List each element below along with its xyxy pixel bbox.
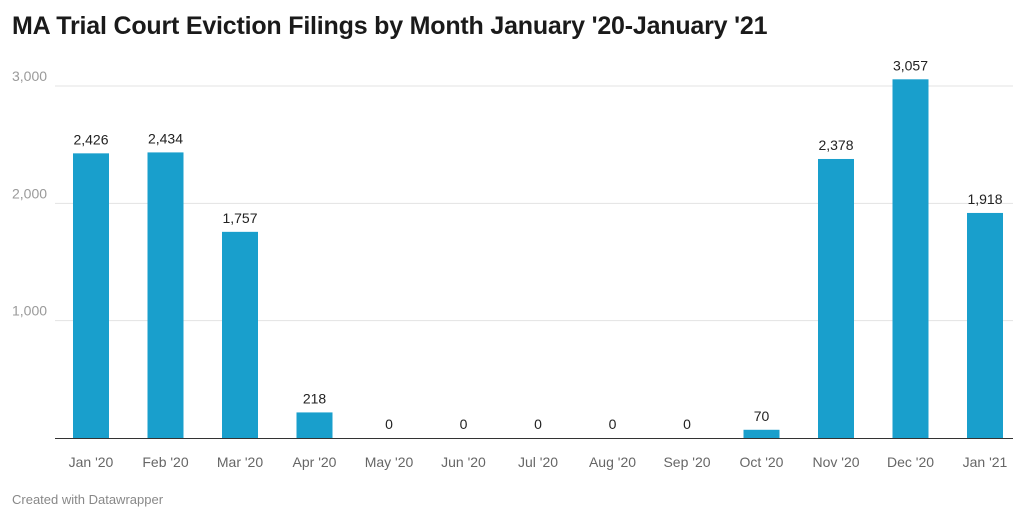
y-axis-ticks: 1,000 2,000 3,000 <box>12 68 47 319</box>
value-label: 0 <box>683 416 691 432</box>
y-tick-label: 3,000 <box>12 68 47 84</box>
x-tick-label: Dec '20 <box>887 454 934 470</box>
footer-credit: Created with Datawrapper <box>12 492 164 507</box>
chart-title: MA Trial Court Eviction Filings by Month… <box>12 12 768 40</box>
x-axis-labels: Jan '20 Feb '20 Mar '20 Apr '20 May '20 Jun '… <box>69 454 1008 470</box>
x-tick-label: Aug '20 <box>589 454 636 470</box>
value-labels: 2,426 2,434 1,757 218 0 0 0 0 0 70 2,378 3,057 1,918 <box>73 57 1002 432</box>
value-label: 70 <box>754 408 770 424</box>
value-label: 1,918 <box>967 191 1002 207</box>
x-tick-label: Feb '20 <box>142 454 188 470</box>
x-tick-label: Nov '20 <box>812 454 859 470</box>
bar <box>147 152 184 439</box>
x-tick-label: Jan '21 <box>963 454 1008 470</box>
x-tick-label: Jul '20 <box>518 454 558 470</box>
bars <box>73 79 1003 439</box>
value-label: 2,426 <box>73 131 108 147</box>
y-tick-label: 1,000 <box>12 303 47 319</box>
value-label: 0 <box>534 416 542 432</box>
x-tick-label: May '20 <box>365 454 414 470</box>
bar <box>743 429 780 438</box>
value-label: 3,057 <box>893 57 928 73</box>
y-tick-label: 2,000 <box>12 185 47 201</box>
x-tick-label: Sep '20 <box>663 454 710 470</box>
value-label: 0 <box>385 416 393 432</box>
bar <box>296 412 333 438</box>
x-tick-label: Apr '20 <box>293 454 337 470</box>
value-label: 1,757 <box>222 210 257 226</box>
bar <box>222 231 258 438</box>
x-tick-label: Jan '20 <box>69 454 114 470</box>
bar <box>818 158 854 439</box>
x-tick-label: Oct '20 <box>740 454 784 470</box>
value-label: 218 <box>303 390 327 406</box>
value-label: 2,434 <box>148 130 183 146</box>
bar <box>892 79 929 438</box>
grid-lines <box>55 85 1013 322</box>
bar <box>967 212 1003 438</box>
value-label: 0 <box>609 416 617 432</box>
x-tick-label: Jun '20 <box>441 454 486 470</box>
value-label: 0 <box>460 416 468 432</box>
bar <box>73 153 109 438</box>
x-tick-label: Mar '20 <box>217 454 263 470</box>
value-label: 2,378 <box>818 137 853 153</box>
